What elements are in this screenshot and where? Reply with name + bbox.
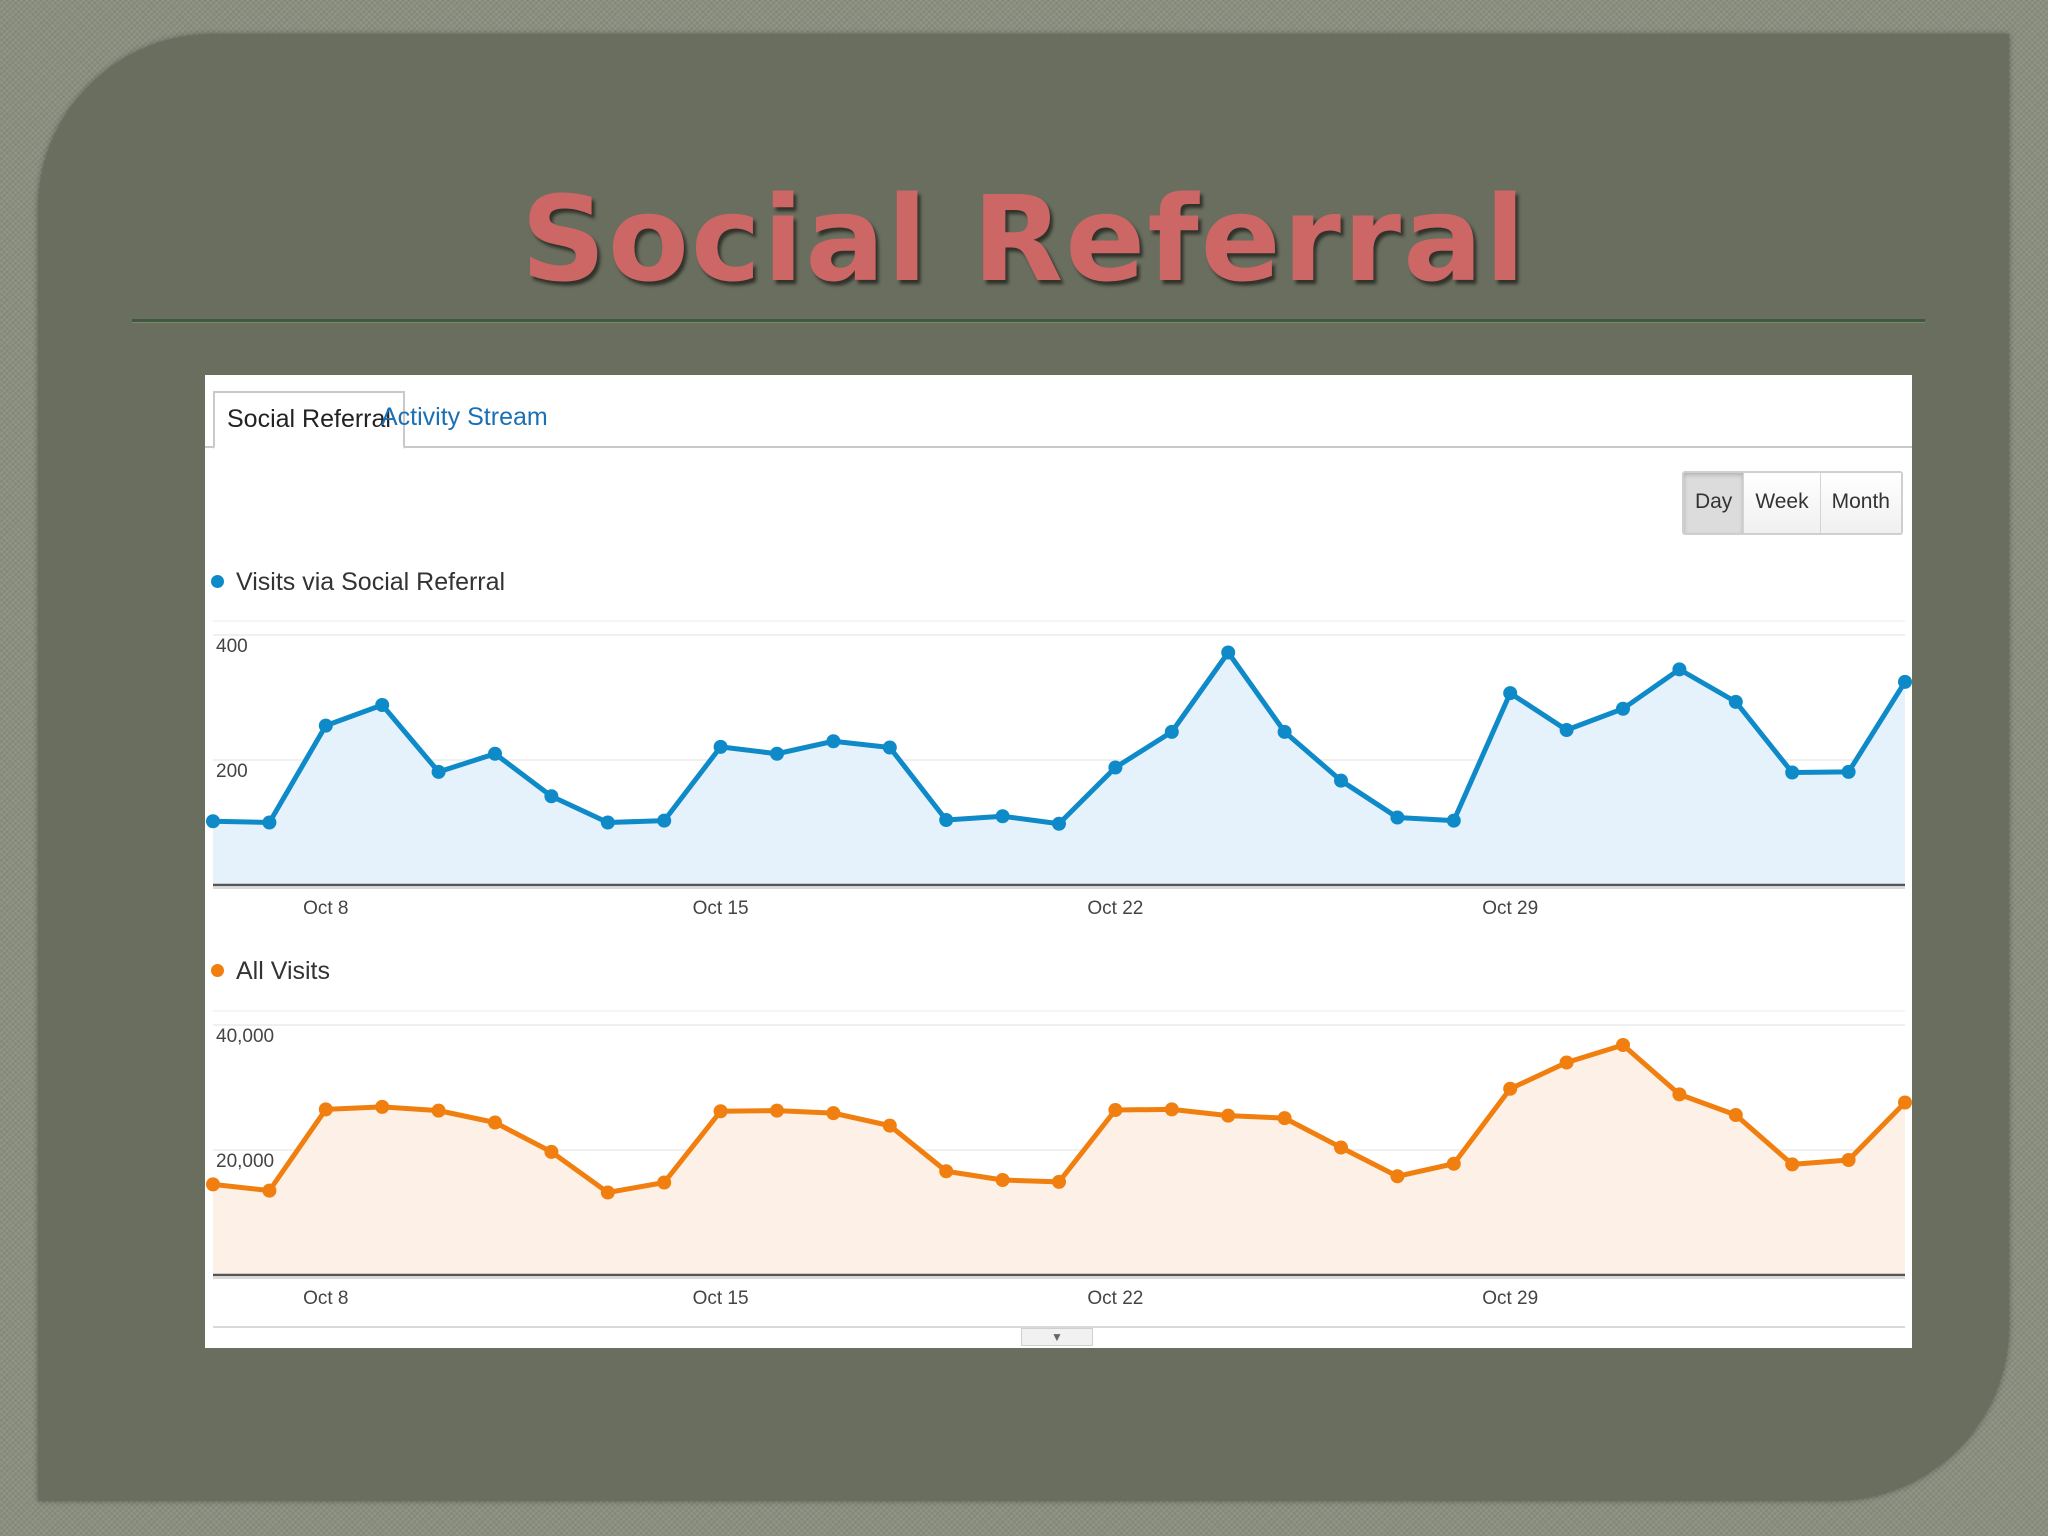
data-point: [995, 1173, 1010, 1187]
x-tick-label: Oct 22: [1087, 1288, 1143, 1309]
social-referral-chart: 400 200 Oct 8 Oct 15 Oct 22 Oct 29: [206, 620, 1912, 919]
data-point: [1841, 1153, 1856, 1167]
collapse-handle[interactable]: ▼: [1021, 1328, 1093, 1346]
data-point: [1728, 1108, 1743, 1122]
y-tick-label: 200: [216, 761, 248, 782]
data-point: [600, 1185, 615, 1200]
data-point: [1390, 810, 1405, 825]
y-tick-label: 400: [216, 636, 248, 657]
data-point: [1898, 674, 1912, 689]
y-tick-label: 20,000: [216, 1151, 274, 1172]
data-point: [939, 813, 954, 827]
data-point: [1503, 686, 1518, 701]
legend-dot-icon: [211, 574, 224, 588]
data-point: [770, 746, 784, 761]
data-point: [1672, 1087, 1687, 1102]
data-point: [826, 1106, 841, 1121]
tab-activity-stream[interactable]: Activity Stream: [381, 403, 548, 431]
data-point: [657, 813, 672, 828]
data-point: [1559, 723, 1574, 737]
area-fill: [213, 1045, 1905, 1275]
data-point: [1108, 1103, 1123, 1117]
data-point: [882, 1118, 897, 1133]
data-point: [488, 1115, 502, 1130]
data-point: [1052, 816, 1066, 831]
legend-all-visits: All Visits: [211, 954, 330, 988]
data-point: [1728, 694, 1743, 709]
data-point: [1052, 1174, 1066, 1189]
month-button[interactable]: Month: [1819, 473, 1901, 533]
legend-label: All Visits: [236, 957, 331, 985]
x-tick-label: Oct 29: [1482, 1288, 1538, 1309]
chevron-down-icon: ▼: [1051, 1330, 1063, 1344]
x-tick-label: Oct 8: [303, 898, 348, 919]
data-point: [1503, 1081, 1518, 1096]
legend-label: Visits via Social Referral: [236, 568, 506, 596]
data-point: [1898, 1095, 1912, 1110]
data-point: [1446, 1156, 1461, 1171]
data-point: [1785, 765, 1800, 780]
data-point: [1446, 813, 1461, 828]
data-point: [1164, 1102, 1179, 1117]
week-button[interactable]: Week: [1743, 473, 1820, 533]
data-point: [939, 1164, 954, 1179]
data-point: [1108, 760, 1123, 775]
data-point: [882, 740, 897, 755]
data-point: [713, 1104, 728, 1119]
day-button[interactable]: Day: [1683, 473, 1744, 533]
data-point: [1390, 1169, 1405, 1184]
data-point: [1334, 1140, 1348, 1155]
date-range-toggle: Day Week Month: [1681, 471, 1903, 535]
data-point: [1221, 645, 1236, 660]
data-point: [206, 814, 220, 829]
data-point: [1164, 724, 1179, 739]
bottom-divider: [213, 1326, 1905, 1328]
data-point: [431, 764, 446, 779]
data-point: [1221, 1108, 1236, 1123]
data-point: [431, 1103, 446, 1118]
data-point: [1277, 724, 1292, 739]
data-point: [488, 746, 502, 761]
title-divider: [132, 319, 1925, 322]
data-point: [1559, 1055, 1574, 1070]
data-point: [375, 698, 390, 712]
data-point: [770, 1103, 784, 1118]
x-tick-label: Oct 29: [1482, 898, 1538, 919]
data-point: [1841, 764, 1856, 779]
x-tick-label: Oct 8: [303, 1288, 348, 1309]
data-point: [600, 815, 615, 830]
data-point: [1616, 1038, 1630, 1052]
x-tick-label: Oct 22: [1087, 898, 1143, 919]
x-tick-label: Oct 15: [693, 1288, 749, 1309]
legend-dot-icon: [211, 963, 224, 977]
data-point: [262, 1183, 277, 1198]
slide-title: Social Referral: [520, 170, 1528, 308]
tab-social-referral[interactable]: Social Referral: [213, 391, 405, 449]
data-point: [318, 1102, 333, 1117]
analytics-screenshot: Social Referral Activity Stream Day Week…: [205, 375, 1912, 1348]
data-point: [657, 1175, 672, 1190]
data-point: [544, 789, 559, 804]
data-point: [375, 1099, 390, 1114]
data-point: [206, 1177, 220, 1192]
x-tick-label: Oct 15: [693, 898, 749, 919]
data-point: [1334, 773, 1348, 788]
tab-bar: Social Referral Activity Stream: [205, 375, 1912, 449]
data-point: [544, 1144, 559, 1159]
data-point: [1616, 701, 1630, 716]
data-point: [1277, 1111, 1292, 1126]
all-visits-chart: 40,000 20,000 Oct 8 Oct 15 Oct 22 Oct 29: [206, 1010, 1912, 1309]
data-point: [826, 734, 841, 749]
y-tick-label: 40,000: [216, 1026, 274, 1047]
area-fill: [213, 652, 1905, 885]
data-point: [1785, 1157, 1800, 1172]
data-point: [995, 809, 1010, 824]
data-point: [262, 815, 277, 830]
data-point: [713, 739, 728, 754]
data-point: [1672, 662, 1687, 677]
legend-social-referral: Visits via Social Referral: [211, 565, 505, 599]
data-point: [318, 718, 333, 733]
